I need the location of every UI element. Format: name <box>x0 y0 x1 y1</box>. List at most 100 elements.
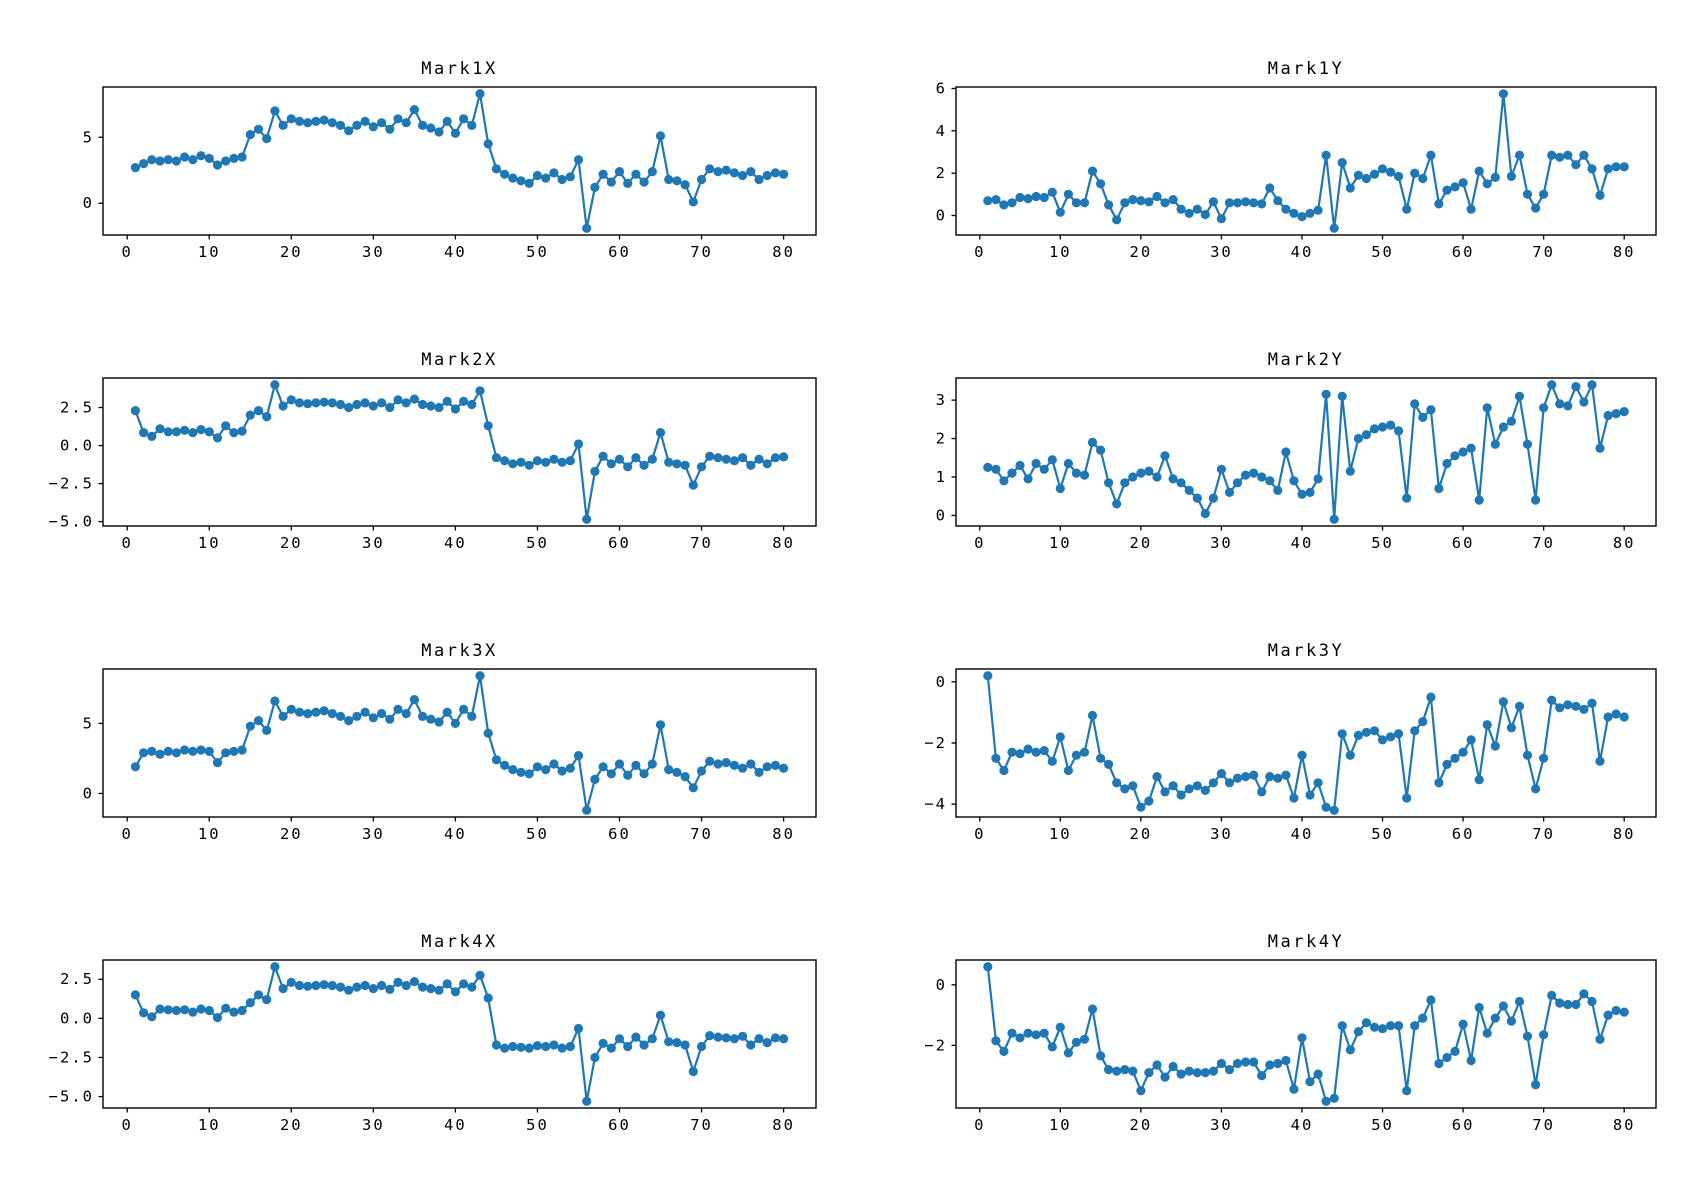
data-point <box>1192 781 1202 791</box>
data-point <box>426 401 436 411</box>
data-point <box>1563 999 1573 1010</box>
data-point <box>1442 458 1452 469</box>
data-point <box>631 169 641 179</box>
x-tick-label: 70 <box>1532 1116 1555 1134</box>
data-point <box>1514 150 1525 160</box>
data-point <box>1490 741 1500 751</box>
plot-area-mark2y: 0 10 20 30 40 50 60 70 80 0 1 2 3 <box>936 377 1657 552</box>
data-point <box>1353 170 1363 180</box>
data-point <box>1450 1046 1460 1056</box>
data-point <box>1168 781 1178 791</box>
data-point <box>1007 747 1017 757</box>
data-point <box>385 124 395 134</box>
data-point <box>623 178 633 188</box>
y-tick-label: 2.5 <box>60 970 94 988</box>
data-point <box>1112 215 1122 225</box>
data-point <box>327 398 337 408</box>
data-point <box>541 765 551 775</box>
data-point <box>418 399 428 410</box>
data-point <box>1603 1010 1613 1020</box>
x-tick-label: 20 <box>280 1116 303 1134</box>
data-point <box>1587 996 1597 1007</box>
data-point <box>1305 790 1315 800</box>
data-point <box>155 749 165 759</box>
data-point <box>459 114 469 124</box>
data-point <box>1611 162 1621 172</box>
x-tick-label: 30 <box>1210 534 1233 552</box>
data-point <box>1434 483 1444 494</box>
data-point <box>1055 207 1065 217</box>
data-point <box>1160 451 1170 461</box>
data-point <box>459 979 469 989</box>
data-point <box>212 433 223 443</box>
data-point <box>688 1066 698 1077</box>
data-point <box>147 431 157 441</box>
x-tick-label: 70 <box>1532 243 1555 261</box>
data-point <box>1015 192 1025 203</box>
data-point <box>721 454 731 464</box>
data-point <box>582 1096 592 1106</box>
data-point <box>713 759 723 769</box>
data-point <box>377 980 387 991</box>
data-point <box>1394 171 1404 181</box>
data-point <box>647 759 657 769</box>
data-point <box>1257 1071 1267 1081</box>
data-point <box>1369 169 1380 179</box>
data-point <box>1386 420 1396 430</box>
data-point <box>147 746 157 756</box>
data-point <box>1410 168 1420 178</box>
data-point <box>1192 1068 1202 1078</box>
data-point <box>1184 1066 1194 1076</box>
data-point <box>344 126 354 136</box>
data-point <box>1450 182 1460 192</box>
data-point <box>278 984 288 994</box>
data-point <box>1579 397 1589 407</box>
data-point <box>245 410 255 420</box>
data-point <box>623 1041 633 1052</box>
data-point <box>377 709 387 719</box>
data-point <box>1611 709 1621 719</box>
data-point <box>590 182 600 192</box>
data-point <box>1144 1068 1154 1078</box>
data-point <box>459 704 469 714</box>
data-point <box>1249 770 1259 780</box>
data-point <box>1474 166 1484 176</box>
data-point <box>1555 399 1565 409</box>
data-point <box>1152 1060 1162 1070</box>
data-point <box>139 748 149 758</box>
data-point <box>770 168 781 178</box>
data-point <box>1079 198 1090 208</box>
x-tick-label: 30 <box>362 1116 385 1134</box>
chart-title-mark2x: Mark2X <box>421 350 498 370</box>
data-point <box>500 456 510 466</box>
data-point <box>1289 476 1299 486</box>
data-point <box>1257 472 1267 482</box>
x-tick-label: 20 <box>1130 825 1153 843</box>
data-point <box>253 124 264 134</box>
y-tick-label: −2.5 <box>49 475 94 493</box>
data-point <box>779 763 789 773</box>
data-point <box>1345 466 1355 476</box>
data-point <box>188 428 198 438</box>
data-point <box>163 1005 173 1015</box>
data-point <box>1031 1030 1041 1040</box>
data-point <box>1007 468 1017 478</box>
data-point <box>983 462 993 472</box>
data-point <box>524 178 534 188</box>
data-point <box>426 984 436 994</box>
x-tick-label: 60 <box>608 825 631 843</box>
x-tick-label: 20 <box>1130 534 1153 552</box>
data-point <box>639 460 649 470</box>
data-point <box>204 427 214 437</box>
data-point <box>508 1041 518 1052</box>
data-point <box>1104 759 1114 769</box>
x-tick-label: 50 <box>526 1116 549 1134</box>
data-point <box>1482 1028 1492 1038</box>
data-point <box>409 977 419 987</box>
data-point <box>434 985 444 995</box>
data-point <box>532 762 542 772</box>
x-tick-label: 80 <box>772 1116 795 1134</box>
data-point <box>311 116 321 126</box>
data-point <box>418 982 428 992</box>
data-point <box>1224 487 1235 497</box>
